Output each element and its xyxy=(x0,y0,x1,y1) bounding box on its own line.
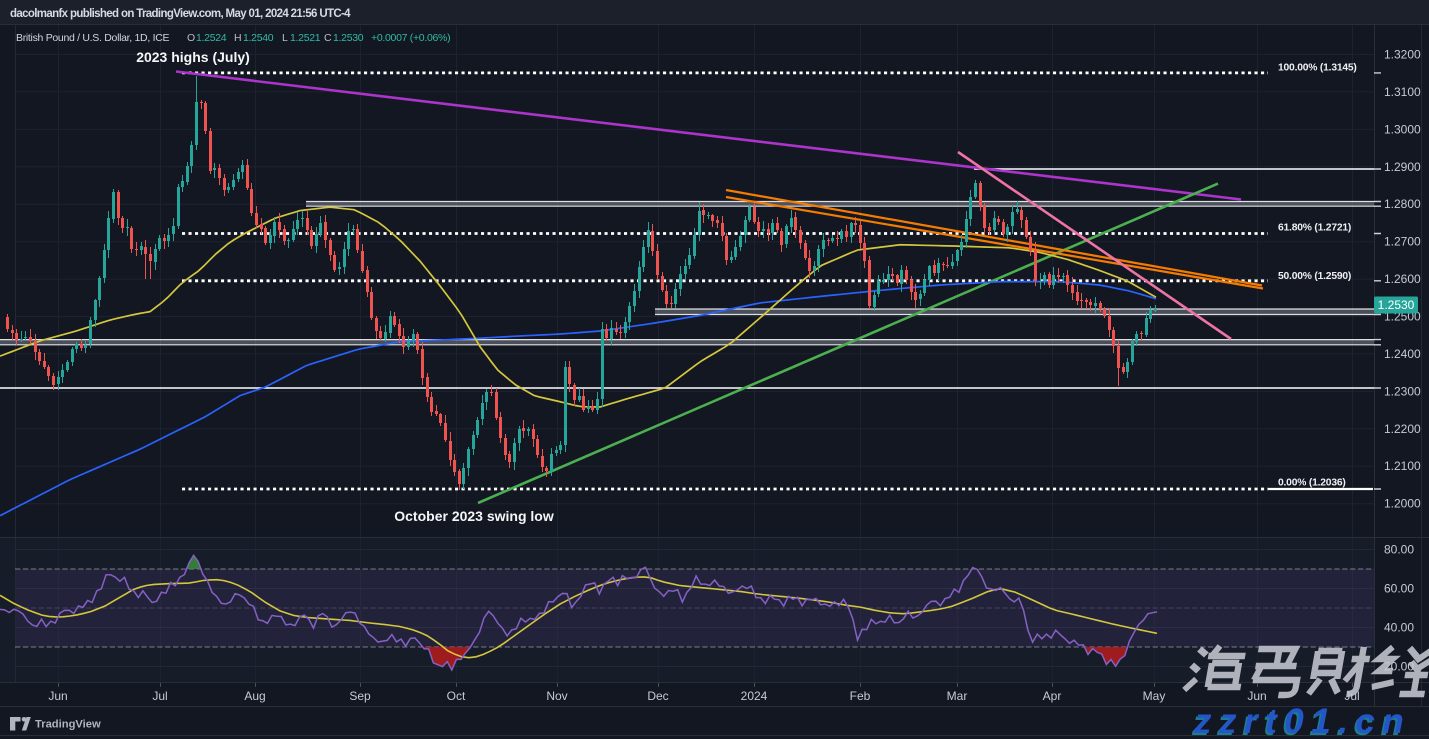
svg-text:October 2023 swing low: October 2023 swing low xyxy=(394,508,554,524)
svg-text:Jun: Jun xyxy=(48,689,67,703)
svg-text:Jul: Jul xyxy=(152,689,167,703)
svg-text:Jun: Jun xyxy=(1247,689,1266,703)
svg-text:O: O xyxy=(187,32,195,44)
svg-text:1.2900: 1.2900 xyxy=(1384,160,1421,174)
svg-text:+0.0007 (+0.06%): +0.0007 (+0.06%) xyxy=(371,32,450,44)
svg-text:40.00: 40.00 xyxy=(1384,621,1414,635)
svg-text:British Pound / U.S. Dollar, 1: British Pound / U.S. Dollar, 1D, ICE xyxy=(16,32,169,44)
svg-text:20.00: 20.00 xyxy=(1384,660,1414,674)
svg-text:2024: 2024 xyxy=(741,689,768,703)
svg-text:1.2400: 1.2400 xyxy=(1384,347,1421,361)
svg-text:1.2530: 1.2530 xyxy=(333,32,364,44)
svg-text:1.2700: 1.2700 xyxy=(1384,235,1421,249)
svg-text:1.2200: 1.2200 xyxy=(1384,422,1421,436)
svg-text:1.3000: 1.3000 xyxy=(1384,122,1421,136)
svg-text:1.2300: 1.2300 xyxy=(1384,384,1421,398)
svg-text:1.3200: 1.3200 xyxy=(1384,48,1421,62)
svg-text:1.2524: 1.2524 xyxy=(196,32,227,44)
svg-text:50.00% (1.2590): 50.00% (1.2590) xyxy=(1278,271,1351,282)
svg-text:80.00: 80.00 xyxy=(1384,543,1414,557)
svg-text:zzrt01.cn: zzrt01.cn xyxy=(1193,702,1411,739)
svg-text:Jul: Jul xyxy=(1344,689,1359,703)
svg-text:May: May xyxy=(1143,689,1166,703)
svg-text:Feb: Feb xyxy=(850,689,871,703)
svg-text:1.2600: 1.2600 xyxy=(1384,272,1421,286)
svg-text:Aug: Aug xyxy=(244,689,265,703)
svg-text:TradingView: TradingView xyxy=(35,719,101,731)
svg-text:Mar: Mar xyxy=(947,689,968,703)
svg-text:1.2530: 1.2530 xyxy=(1378,298,1415,312)
svg-text:Apr: Apr xyxy=(1043,689,1062,703)
svg-text:H: H xyxy=(234,32,241,44)
svg-text:Dec: Dec xyxy=(647,689,668,703)
svg-text:Oct: Oct xyxy=(447,689,466,703)
svg-text:1.2800: 1.2800 xyxy=(1384,197,1421,211)
svg-text:L: L xyxy=(282,32,288,44)
svg-text:Nov: Nov xyxy=(546,689,567,703)
svg-text:0.00% (1.2036): 0.00% (1.2036) xyxy=(1278,478,1346,489)
svg-text:C: C xyxy=(324,32,332,44)
svg-text:2023 highs (July): 2023 highs (July) xyxy=(136,49,250,65)
svg-text:1.2000: 1.2000 xyxy=(1384,497,1421,511)
svg-text:100.00% (1.3145): 100.00% (1.3145) xyxy=(1278,63,1357,74)
svg-text:1.3100: 1.3100 xyxy=(1384,85,1421,99)
svg-text:zzrt01.cn: zzrt01.cn xyxy=(1191,704,1409,739)
svg-text:Sep: Sep xyxy=(349,689,371,703)
svg-text:1.2100: 1.2100 xyxy=(1384,459,1421,473)
svg-text:61.80% (1.2721): 61.80% (1.2721) xyxy=(1278,223,1351,234)
svg-text:60.00: 60.00 xyxy=(1384,582,1414,596)
svg-text:1.2540: 1.2540 xyxy=(243,32,274,44)
svg-text:dacolmanfx published on Tradin: dacolmanfx published on TradingView.com,… xyxy=(10,8,351,20)
svg-text:1.2521: 1.2521 xyxy=(290,32,321,44)
